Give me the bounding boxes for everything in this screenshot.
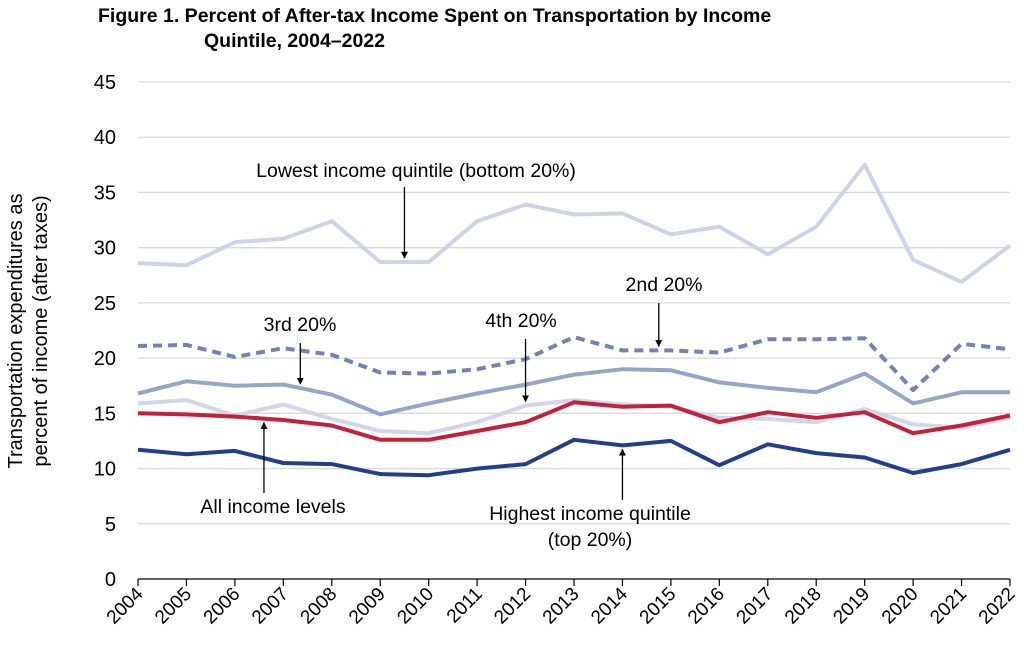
x-tick-label: 2010	[393, 584, 438, 629]
chart-title-line1: Figure 1. Percent of After-tax Income Sp…	[98, 5, 772, 27]
annotation-label-highest: Highest income quintile (top 20%)	[489, 503, 691, 551]
annotation-label-fourth: 4th 20%	[485, 310, 557, 332]
chart-title: Figure 1. Percent of After-tax Income Sp…	[98, 4, 958, 54]
x-axis: 2004 2005 2006 2007 2008 2009 2010 2011 2012 2013…	[103, 578, 1020, 629]
y-tick-label: 30	[94, 238, 116, 260]
series-line-lowest	[137, 162, 1012, 284]
x-tick-label: 2008	[297, 584, 342, 629]
annotation-line: Highest income quintile	[489, 503, 691, 525]
y-tick-label: 5	[105, 514, 116, 536]
y-tick-label: 0	[105, 569, 116, 591]
y-tick-label: 45	[94, 72, 116, 94]
x-tick-label: 2022	[975, 584, 1020, 629]
y-tick-label: 25	[94, 293, 116, 315]
y-tick-label: 40	[94, 127, 116, 149]
series-lines	[137, 162, 1012, 478]
annotation-label-second: 2nd 20%	[626, 274, 703, 296]
series-line-all	[137, 400, 1011, 442]
x-tick-label: 2009	[345, 584, 390, 629]
series-line-third	[137, 367, 1010, 417]
y-tick-label: 10	[94, 459, 116, 481]
x-tick-label: 2007	[248, 584, 293, 629]
x-tick-label: 2019	[829, 584, 874, 629]
annotation-label-lowest: Lowest income quintile (bottom 20%)	[256, 160, 576, 182]
x-tick-label: 2017	[733, 584, 778, 629]
x-tick-label: 2006	[200, 584, 245, 629]
y-tick-label: 15	[94, 403, 116, 425]
x-tick-label: 2014	[587, 583, 632, 628]
series-line-highest	[137, 437, 1011, 478]
annotation-line: (top 20%)	[548, 529, 633, 551]
y-tick-label: 20	[94, 348, 116, 370]
y-axis-ticks: 0 5 10 15 20 25 30 35 40 45	[94, 72, 116, 591]
annotations: Lowest income quintile (bottom 20%) 2nd 2…	[200, 160, 702, 551]
y-axis-label-line: percent of income (after taxes)	[30, 195, 52, 466]
x-tick-label: 2020	[878, 584, 923, 629]
annotation-label-all: All income levels	[200, 496, 345, 518]
series-line-second	[137, 335, 1011, 393]
x-tick-label: 2018	[781, 584, 826, 629]
x-tick-label: 2021	[926, 584, 971, 629]
x-tick-label: 2016	[684, 584, 729, 629]
chart-title-line2: Quintile, 2004–2022	[204, 30, 386, 52]
series-line-fourth	[137, 398, 1011, 436]
annotation-label-third: 3rd 20%	[264, 314, 337, 336]
y-axis-label-line: Transportation expenditures as	[5, 194, 27, 469]
y-tick-label: 35	[94, 182, 116, 204]
x-tick-label: 2015	[636, 584, 681, 629]
x-tick-label: 2005	[151, 584, 196, 629]
x-tick-label: 2013	[539, 584, 584, 629]
x-tick-label: 2011	[443, 584, 487, 628]
x-tick-label: 2012	[490, 584, 535, 629]
y-axis-label: Transportation expenditures as percent of…	[5, 194, 52, 469]
